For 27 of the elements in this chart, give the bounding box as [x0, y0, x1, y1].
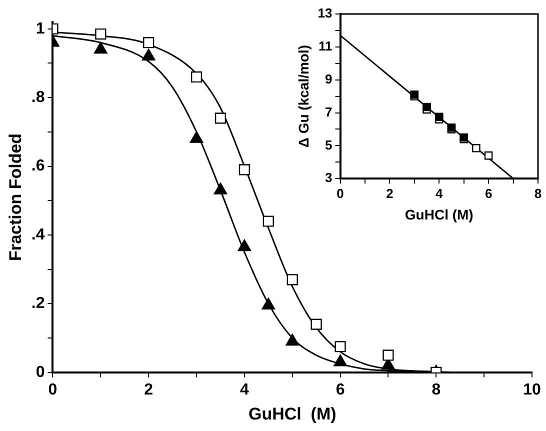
y-tick-label: 3 — [325, 170, 332, 186]
y-tick-label: 0 — [36, 364, 45, 381]
y-tick-label: 9 — [325, 71, 332, 86]
y-tick-label: .2 — [31, 295, 45, 312]
x-tick-label: 2 — [386, 186, 394, 201]
x-tick-label: 6 — [484, 186, 492, 201]
x-tick-label: 8 — [432, 381, 441, 398]
y-tick-label: 7 — [325, 104, 332, 120]
y-tick-label: 11 — [318, 38, 332, 54]
x-tick-label: 8 — [534, 186, 542, 201]
x-tick-label: 10 — [523, 381, 541, 398]
y-axis-title: Fraction Folded — [6, 133, 25, 261]
x-tick-label: 0 — [48, 381, 58, 398]
x-axis-title: GuHCl (M) — [248, 404, 336, 424]
x-tick-label: 2 — [144, 381, 154, 398]
x-tick-label: 4 — [240, 381, 249, 398]
y-tick-label: .8 — [31, 88, 45, 106]
y-tick-label: 13 — [318, 6, 332, 21]
y-tick-label: .6 — [31, 158, 45, 175]
y-axis-title: Δ Gu (kcal/mol) — [295, 44, 312, 148]
x-axis-title: GuHCl (M) — [404, 206, 474, 222]
x-tick-label: 0 — [336, 186, 344, 201]
x-tick-label: 4 — [436, 186, 444, 201]
y-tick-label: 5 — [325, 137, 332, 152]
y-tick-label: 1 — [36, 20, 45, 38]
y-tick-label: .4 — [31, 226, 45, 244]
x-tick-label: 6 — [336, 381, 345, 398]
